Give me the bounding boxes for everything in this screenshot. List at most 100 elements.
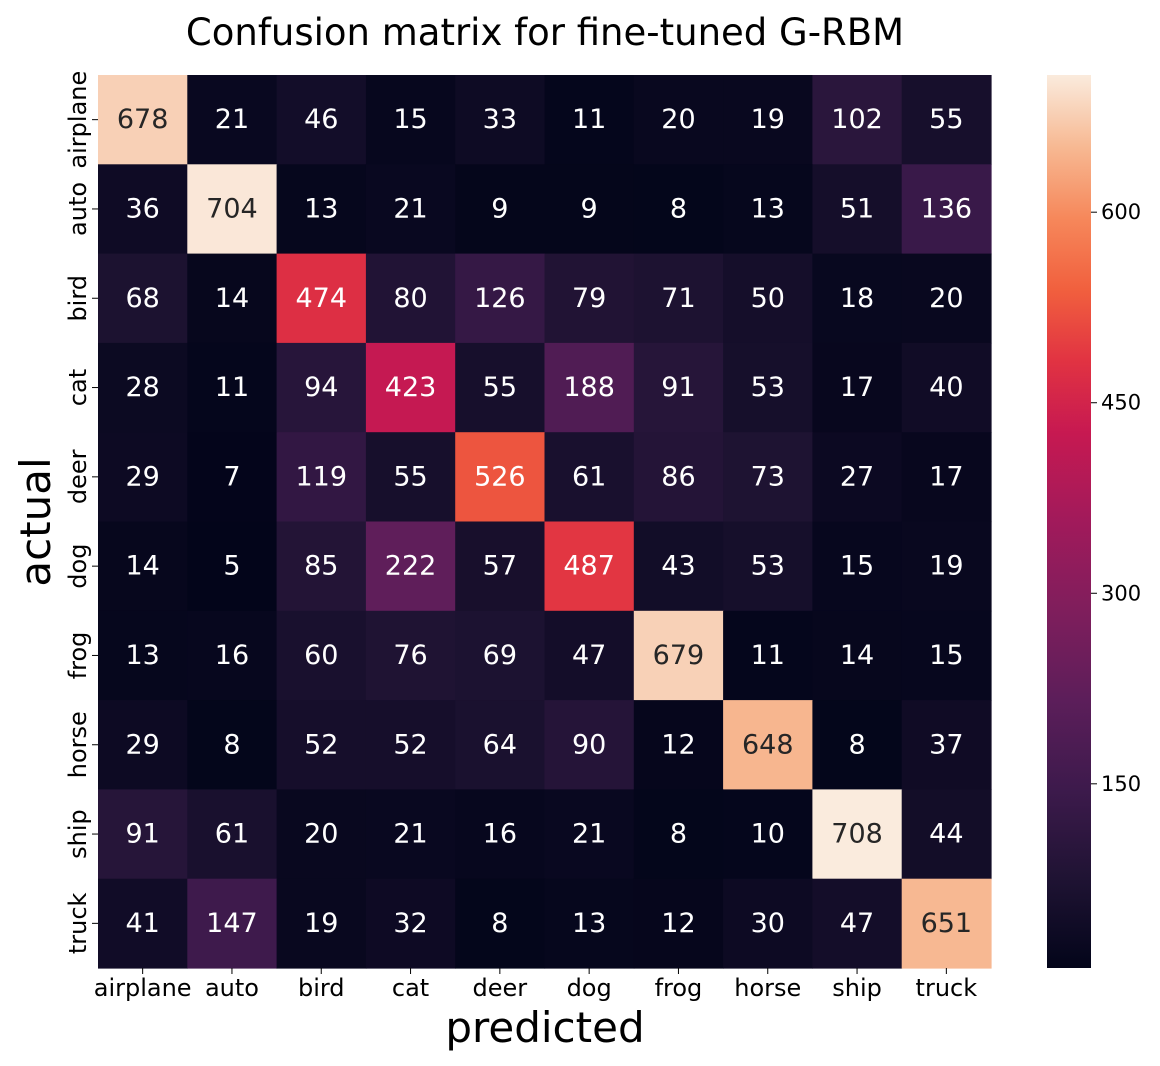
heatmap-cell	[455, 700, 546, 790]
heatmap-cell-value: 474	[295, 283, 347, 314]
heatmap-cell	[276, 789, 367, 880]
heatmap-cell-value: 55	[483, 372, 517, 403]
heatmap-cell	[365, 610, 456, 701]
heatmap-cell	[98, 610, 188, 701]
y-axis-label: actual	[11, 457, 60, 586]
x-tick-label: bird	[298, 974, 345, 1002]
heatmap-cell-value: 21	[393, 193, 427, 224]
heatmap-cell	[455, 432, 546, 523]
y-tick-label: auto	[64, 182, 92, 236]
heatmap-cell	[812, 521, 903, 612]
heatmap-cell-value: 12	[661, 729, 695, 760]
heatmap-cell-value: 52	[393, 729, 427, 760]
heatmap-cell-value: 33	[483, 104, 517, 135]
heatmap-cell-value: 19	[929, 551, 963, 582]
heatmap-cell	[455, 789, 546, 880]
heatmap-cell-value: 44	[929, 819, 963, 850]
heatmap-cell	[455, 164, 546, 255]
heatmap-cell	[544, 610, 635, 701]
heatmap-cell	[723, 521, 813, 612]
heatmap-cell	[901, 342, 992, 433]
heatmap-cell-value: 5	[223, 551, 240, 582]
heatmap-cell-value: 13	[572, 908, 606, 939]
heatmap-cell-value: 14	[215, 283, 249, 314]
y-axis-ticks: airplane auto bird cat deer dog frog horse ship t…	[64, 71, 98, 954]
heatmap-cell	[98, 700, 188, 790]
y-tick-label: ship	[64, 809, 92, 859]
heatmap-cell-value: 20	[929, 283, 963, 314]
heatmap-cell	[544, 432, 635, 523]
heatmap-cell-value: 91	[661, 372, 695, 403]
heatmap-cell	[901, 521, 992, 612]
heatmap-cell-value: 423	[385, 372, 437, 403]
heatmap-cell-value: 12	[661, 908, 695, 939]
heatmap-cell-value: 36	[125, 193, 159, 224]
heatmap-cell-value: 61	[572, 461, 606, 492]
heatmap-cell-value: 679	[653, 640, 705, 671]
heatmap-cell-value: 10	[751, 819, 785, 850]
heatmap-cell	[455, 75, 546, 165]
heatmap-cell	[901, 164, 992, 255]
heatmap-cell	[187, 164, 278, 255]
heatmap-cell-value: 57	[483, 551, 517, 582]
heatmap-cell-value: 16	[483, 819, 517, 850]
heatmap-cell	[187, 342, 278, 433]
heatmap-cell	[365, 164, 456, 255]
heatmap-cell-value: 8	[223, 729, 240, 760]
heatmap-cell-value: 15	[393, 104, 427, 135]
heatmap-cell	[276, 432, 367, 523]
heatmap-cell	[276, 75, 367, 165]
colorbar-tick-label: 300	[1101, 581, 1141, 605]
heatmap-cell	[633, 789, 724, 880]
heatmap-cell-value: 51	[840, 193, 874, 224]
heatmap-cell-value: 648	[742, 729, 794, 760]
heatmap-cell-value: 29	[125, 729, 159, 760]
x-tick-label: deer	[473, 974, 528, 1002]
heatmap-cell	[633, 700, 724, 790]
heatmap-cell	[901, 253, 992, 344]
heatmap-cell-value: 61	[215, 819, 249, 850]
colorbar: 150 300 450 600	[1047, 75, 1141, 968]
heatmap-cell-value: 8	[670, 193, 687, 224]
heatmap-cell-value: 526	[474, 461, 526, 492]
heatmap-cell-value: 14	[840, 640, 874, 671]
heatmap-cell	[98, 521, 188, 612]
heatmap-cell-value: 16	[215, 640, 249, 671]
heatmap-cell	[276, 878, 367, 969]
heatmap-cell-value: 79	[572, 283, 606, 314]
heatmap-cell-value: 18	[840, 283, 874, 314]
heatmap-cell-value: 222	[385, 551, 437, 582]
heatmap-cell-value: 47	[572, 640, 606, 671]
heatmap-cell	[187, 878, 278, 969]
heatmap-cell-value: 708	[831, 819, 883, 850]
heatmap-cell	[187, 75, 278, 165]
heatmap-cell	[812, 700, 903, 790]
heatmap-cell-value: 20	[304, 819, 338, 850]
heatmap-cell	[455, 253, 546, 344]
heatmap-cell	[98, 75, 188, 165]
heatmap-cell	[633, 164, 724, 255]
heatmap-cell-value: 64	[483, 729, 517, 760]
heatmap-cell-value: 90	[572, 729, 606, 760]
heatmap-cell-value: 8	[848, 729, 865, 760]
heatmap-cell	[723, 75, 813, 165]
heatmap-cell	[901, 789, 992, 880]
heatmap-cell	[812, 164, 903, 255]
heatmap-cell	[723, 253, 813, 344]
heatmap-cell-value: 21	[393, 819, 427, 850]
heatmap-cell	[544, 75, 635, 165]
heatmap-cell-value: 136	[921, 193, 973, 224]
heatmap-cell	[723, 432, 813, 523]
heatmap-cell-value: 73	[751, 461, 785, 492]
heatmap-cell-value: 13	[751, 193, 785, 224]
heatmap-cell	[187, 432, 278, 523]
heatmap-cell-value: 487	[563, 551, 615, 582]
heatmap-cell-value: 102	[831, 104, 883, 135]
heatmap-cell	[812, 75, 903, 165]
heatmap-cell-value: 53	[751, 551, 785, 582]
x-tick-label: frog	[655, 974, 703, 1002]
heatmap-cell	[544, 164, 635, 255]
heatmap-cell-value: 76	[393, 640, 427, 671]
heatmap-cell-value: 8	[491, 908, 508, 939]
